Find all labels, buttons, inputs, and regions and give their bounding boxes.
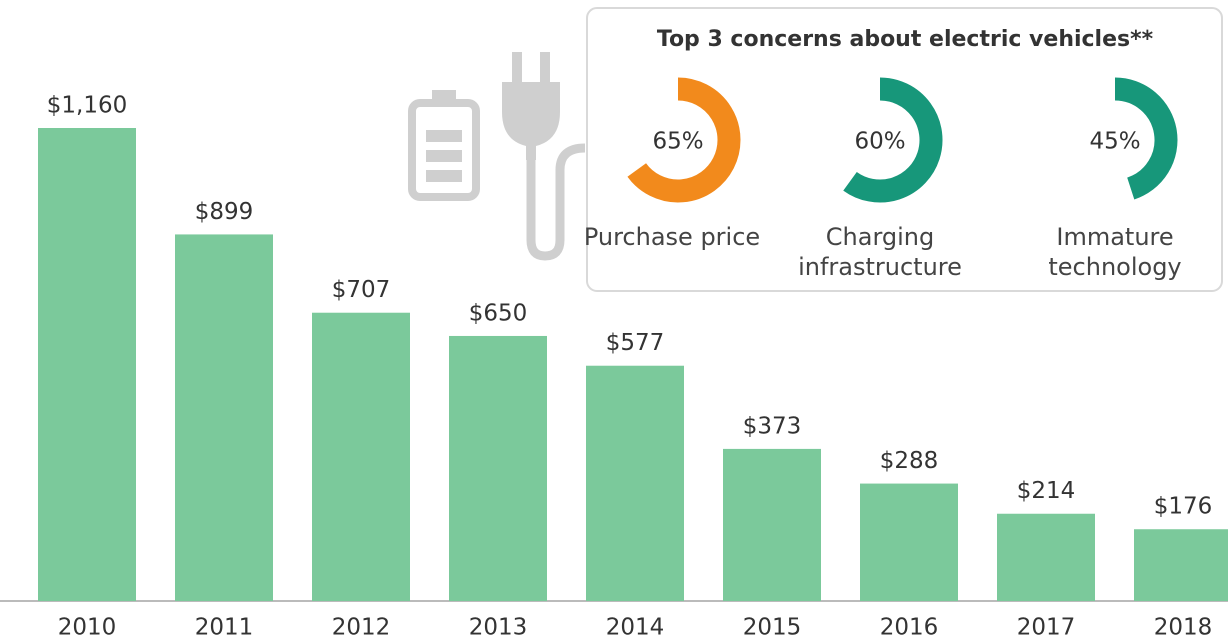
bar <box>449 335 547 601</box>
bar <box>38 128 136 601</box>
value-label: $214 <box>1017 478 1076 504</box>
value-label: $1,160 <box>47 93 127 119</box>
x-tick-label: 2010 <box>58 615 117 640</box>
donut-arc <box>843 77 943 203</box>
x-tick-label: 2012 <box>332 615 391 640</box>
value-label: $707 <box>332 277 391 303</box>
value-label: $176 <box>1154 494 1213 520</box>
value-label: $577 <box>606 330 665 356</box>
bar <box>997 513 1095 601</box>
inset-panel <box>586 7 1223 292</box>
donut-category-label: Charging infrastructure <box>798 223 962 281</box>
value-label: $373 <box>743 413 802 439</box>
bar <box>860 483 958 601</box>
donut-value-label: 60% <box>854 129 905 155</box>
x-tick-label: 2015 <box>743 615 802 640</box>
x-tick-label: 2014 <box>606 615 665 640</box>
x-tick-label: 2018 <box>1154 615 1213 640</box>
x-tick-label: 2016 <box>880 615 939 640</box>
donut-category-label: Purchase price <box>583 223 761 251</box>
donut-arc <box>1114 77 1178 200</box>
plug-icon <box>502 52 586 261</box>
value-label: $899 <box>195 199 254 225</box>
battery-icon <box>408 90 480 201</box>
inset-title: Top 3 concerns about electric vehicles** <box>657 27 1154 52</box>
bar <box>586 365 684 601</box>
bar <box>1134 529 1228 601</box>
donut-value-label: 45% <box>1089 129 1140 155</box>
bar <box>723 448 821 601</box>
bar <box>175 234 273 602</box>
bar <box>312 312 410 601</box>
donut-category-label: Immature technology <box>1048 223 1182 281</box>
x-tick-label: 2017 <box>1017 615 1076 640</box>
x-tick-label: 2013 <box>469 615 528 640</box>
x-tick-label: 2011 <box>195 615 254 640</box>
donut-arc <box>627 77 741 203</box>
donut-value-label: 65% <box>652 129 703 155</box>
value-label: $650 <box>469 300 528 326</box>
value-label: $288 <box>880 448 939 474</box>
